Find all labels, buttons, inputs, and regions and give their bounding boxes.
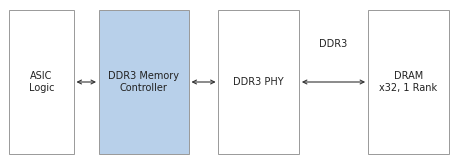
FancyBboxPatch shape xyxy=(9,10,73,154)
FancyBboxPatch shape xyxy=(218,10,298,154)
Text: DDR3 Memory
Controller: DDR3 Memory Controller xyxy=(108,71,179,93)
Text: DDR3: DDR3 xyxy=(319,39,347,49)
FancyBboxPatch shape xyxy=(367,10,448,154)
FancyBboxPatch shape xyxy=(99,10,188,154)
Text: ASIC
Logic: ASIC Logic xyxy=(28,71,54,93)
Text: DDR3 PHY: DDR3 PHY xyxy=(233,77,284,87)
Text: DRAM
x32, 1 Rank: DRAM x32, 1 Rank xyxy=(378,71,437,93)
